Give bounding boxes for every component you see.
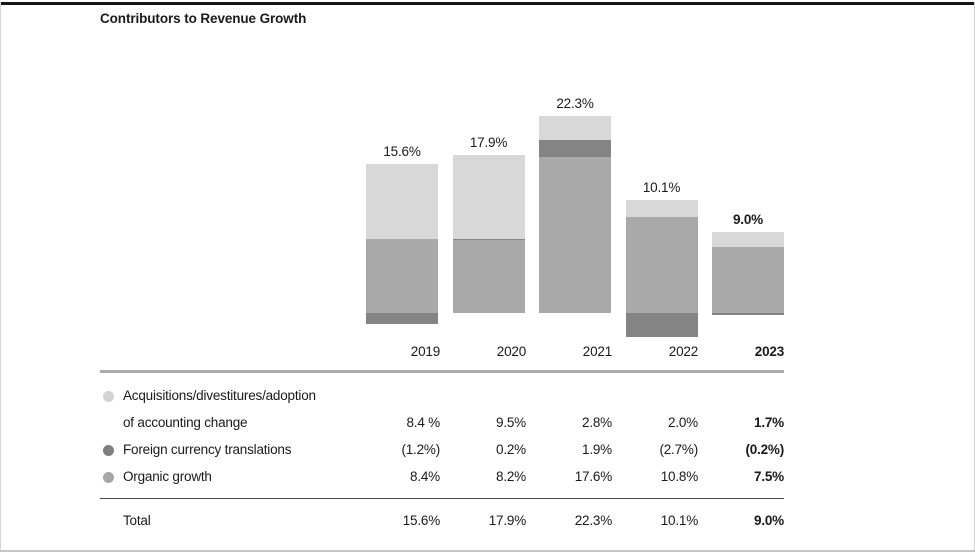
total-label: Total	[100, 514, 354, 528]
acquisitions-label-line2-text: of accounting change	[123, 415, 248, 430]
organic-growth-segment-2019	[366, 238, 438, 313]
organic-growth-legend-dot	[103, 471, 114, 483]
year-label-2023: 2023	[754, 344, 784, 359]
acquisitions-label-line1: Acquisitions/divestitures/adoption	[100, 389, 354, 403]
acquisitions-row-line1: Acquisitions/divestitures/adoption	[100, 389, 784, 403]
bar-total-label-2022: 10.1%	[642, 179, 681, 195]
chart-title: Contributors to Revenue Growth	[100, 11, 307, 26]
organic-growth-segment-2020	[452, 240, 525, 313]
organic-growth-segment-2023	[712, 246, 784, 313]
year-label-2022: 2022	[668, 344, 698, 359]
acquisitions-segment-2021	[539, 115, 611, 141]
foreign-currency-value-2019: (1.2%)	[401, 442, 440, 457]
acquisitions-value-2020: 9.5%	[496, 415, 526, 430]
acquisitions-value-2019: 8.4 %	[406, 415, 440, 430]
bar-total-label-2021: 22.3%	[556, 95, 594, 111]
table-top-rule	[100, 370, 784, 373]
page-left-rule	[0, 2, 1, 550]
organic-growth-value-2022: 10.8%	[660, 469, 698, 484]
acquisitions-value-2021: 2.8%	[582, 415, 612, 430]
organic-growth-label: Organic growth	[100, 470, 354, 484]
organic-growth-segment-2021	[539, 157, 611, 313]
foreign-currency-segment-2021	[539, 140, 611, 158]
foreign-currency-segment-2023	[712, 313, 784, 315]
page-top-rule	[0, 2, 975, 5]
total-row: Total 15.6% 17.9% 22.3% 10.1% 9.0%	[100, 514, 784, 528]
acquisitions-segment-2019	[366, 164, 438, 239]
foreign-currency-legend-dot	[103, 444, 114, 456]
total-value-2022: 10.1%	[660, 513, 698, 528]
year-label-2021: 2021	[582, 344, 612, 359]
organic-growth-segment-2022	[625, 217, 698, 313]
foreign-currency-row: Foreign currency translations (1.2%) 0.2% 1…	[100, 443, 784, 457]
table-total-rule	[100, 497, 784, 499]
total-label-text: Total	[123, 513, 151, 528]
foreign-currency-segment-2022	[625, 313, 698, 337]
bar-total-label-2020: 17.9%	[469, 134, 508, 150]
bar-total-label-2023: 9.0%	[733, 211, 763, 227]
acquisitions-legend-dot	[103, 390, 114, 402]
page-bottom-rule	[0, 549, 975, 552]
organic-growth-value-2021: 17.6%	[574, 469, 612, 484]
organic-growth-label-text: Organic growth	[123, 469, 212, 484]
organic-growth-value-2020: 8.2%	[496, 469, 526, 484]
year-axis-row: 2019 2020 2021 2022 2023	[100, 345, 784, 359]
foreign-currency-value-2023: (0.2%)	[745, 442, 784, 457]
foreign-currency-value-2020: 0.2%	[496, 442, 526, 457]
acquisitions-value-2023: 1.7%	[754, 415, 784, 430]
year-label-2019: 2019	[410, 344, 440, 359]
organic-growth-value-2023: 7.5%	[754, 469, 784, 484]
acquisitions-label-line1-text: Acquisitions/divestitures/adoption	[123, 388, 316, 403]
foreign-currency-segment-2019	[366, 313, 438, 324]
year-axis-spacer	[100, 345, 354, 359]
acquisitions-empty-2019	[354, 389, 440, 403]
total-value-2023: 9.0%	[754, 513, 784, 528]
organic-growth-value-2019: 8.4%	[410, 469, 440, 484]
organic-growth-row: Organic growth 8.4% 8.2% 17.6% 10.8% 7.5%	[100, 470, 784, 484]
acquisitions-empty-2021	[526, 389, 612, 403]
total-value-2019: 15.6%	[402, 513, 440, 528]
acquisitions-segment-2022	[625, 199, 698, 218]
acquisitions-empty-2023	[698, 389, 784, 403]
foreign-currency-value-2021: 1.9%	[582, 442, 612, 457]
acquisitions-row-line2: of accounting change 8.4 % 9.5% 2.8% 2.0% 1.7…	[100, 416, 784, 430]
foreign-currency-label-text: Foreign currency translations	[123, 442, 292, 457]
foreign-currency-segment-2020	[452, 238, 525, 241]
foreign-currency-label: Foreign currency translations	[100, 443, 354, 457]
acquisitions-value-2022: 2.0%	[668, 415, 698, 430]
total-value-2020: 17.9%	[488, 513, 526, 528]
acquisitions-label-line2: of accounting change	[100, 416, 354, 430]
year-label-2020: 2020	[496, 344, 526, 359]
bar-total-label-2019: 15.6%	[383, 144, 421, 160]
acquisitions-segment-2020	[452, 154, 525, 239]
acquisitions-empty-2022	[612, 389, 698, 403]
acquisitions-segment-2023	[712, 231, 784, 247]
total-value-2021: 22.3%	[574, 513, 612, 528]
foreign-currency-value-2022: (2.7%)	[659, 442, 698, 457]
acquisitions-empty-2020	[440, 389, 526, 403]
